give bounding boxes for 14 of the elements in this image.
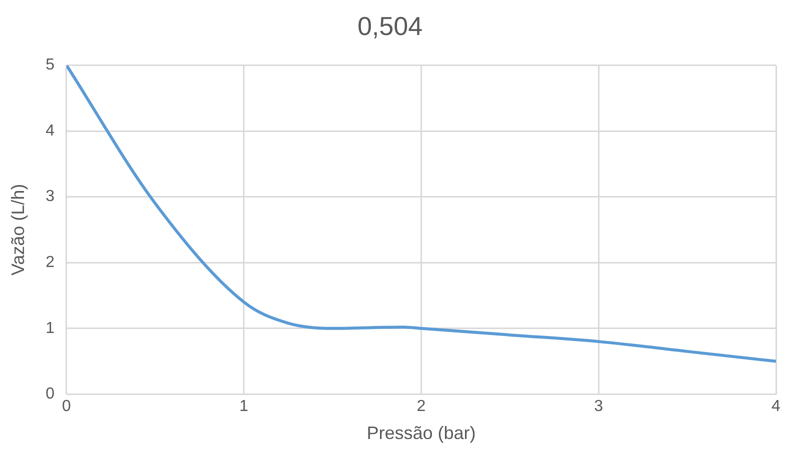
x-axis-title: Pressão (bar) bbox=[366, 423, 476, 444]
y-tick-label: 4 bbox=[46, 122, 55, 140]
x-tick-label: 4 bbox=[772, 398, 781, 416]
y-axis-title: Vazão (L/h) bbox=[8, 184, 28, 276]
y-tick-label: 1 bbox=[46, 320, 55, 337]
x-tick-label: 0 bbox=[62, 398, 72, 416]
y-tick-label: 5 bbox=[46, 56, 55, 74]
y-tick-label: 2 bbox=[46, 254, 55, 272]
chart-title: 0,504 bbox=[357, 10, 423, 41]
x-tick-label: 1 bbox=[239, 398, 248, 416]
y-tick-label: 0 bbox=[46, 386, 55, 403]
y-tick-label: 3 bbox=[46, 188, 55, 206]
x-tick-label: 2 bbox=[416, 398, 426, 416]
x-tick-label: 3 bbox=[594, 398, 604, 416]
